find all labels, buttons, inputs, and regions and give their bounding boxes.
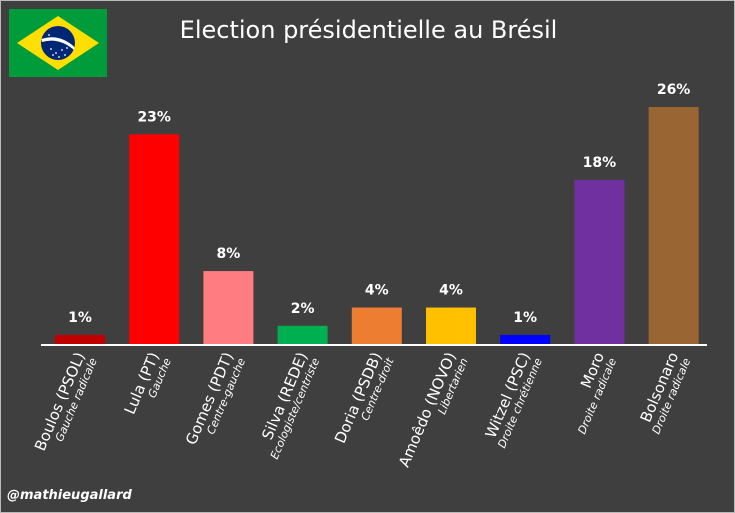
value-label-4: 2% xyxy=(291,301,315,317)
value-label-2: 23% xyxy=(137,109,171,125)
bar-7 xyxy=(500,334,551,344)
value-label-3: 8% xyxy=(217,246,241,262)
value-label-1: 1% xyxy=(68,310,92,326)
category-label-2: Lula (PT)Gauche xyxy=(121,350,174,417)
category-label-5: Doria (PSDB)Centre-droit xyxy=(331,350,397,446)
bars-group xyxy=(55,107,699,344)
bar-6 xyxy=(426,307,476,344)
chart-title: Election présidentielle au Brésil xyxy=(179,16,558,44)
value-label-9: 26% xyxy=(657,82,691,98)
value-label-5: 4% xyxy=(365,283,389,299)
bar-1 xyxy=(55,334,105,344)
category-label-6: Amoêdo (NOVO)Libertarien xyxy=(395,350,471,470)
flag-white-band xyxy=(41,37,75,50)
bar-5 xyxy=(351,307,402,344)
value-label-6: 4% xyxy=(439,283,463,299)
category-label-1: Boulos (PSOL)Gauche radicale xyxy=(31,350,100,454)
bar-8 xyxy=(574,179,625,344)
bar-4 xyxy=(277,325,328,344)
bar-3 xyxy=(203,271,254,344)
value-label-7: 1% xyxy=(513,310,537,326)
bar-9 xyxy=(648,107,699,344)
brazil-flag-icon xyxy=(9,9,107,77)
author-credit: @mathieugallard xyxy=(7,488,132,503)
category-label-7: Witzel (PSC)Droite chrétienne xyxy=(482,350,545,451)
category-label-4: Silva (REDE)Ecologiste/centriste xyxy=(258,350,322,462)
value-label-8: 18% xyxy=(583,155,617,171)
category-label-3: Gomes (PDT)Centre-gauche xyxy=(182,350,248,448)
bar-2 xyxy=(129,134,180,344)
